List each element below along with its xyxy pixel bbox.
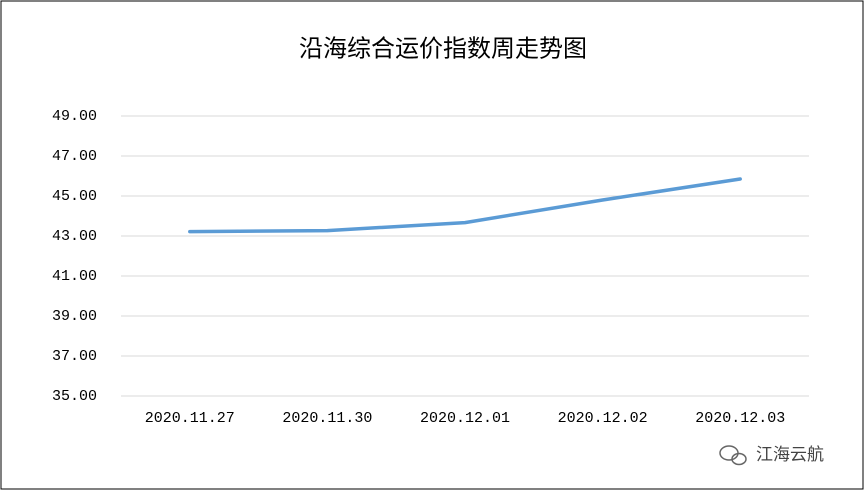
y-tick-label: 47.00 — [52, 148, 97, 165]
y-tick-label: 39.00 — [52, 308, 97, 325]
watermark-icon — [731, 452, 747, 466]
y-tick-label: 45.00 — [52, 188, 97, 205]
y-tick-label: 43.00 — [52, 228, 97, 245]
x-tick-label: 2020.11.27 — [145, 410, 235, 427]
watermark-text: 江海云航 — [756, 445, 824, 465]
x-tick-label: 2020.11.30 — [282, 410, 372, 427]
chart-title: 沿海综合运价指数周走势图 — [299, 35, 587, 63]
y-tick-label: 41.00 — [52, 268, 97, 285]
x-tick-label: 2020.12.01 — [420, 410, 510, 427]
x-tick-label: 2020.12.03 — [695, 410, 785, 427]
y-tick-label: 35.00 — [52, 388, 97, 405]
y-tick-label: 37.00 — [52, 348, 97, 365]
watermark: 江海云航 — [719, 445, 824, 466]
data-line — [188, 177, 742, 234]
x-tick-label: 2020.12.02 — [558, 410, 648, 427]
y-tick-label: 49.00 — [52, 108, 97, 125]
